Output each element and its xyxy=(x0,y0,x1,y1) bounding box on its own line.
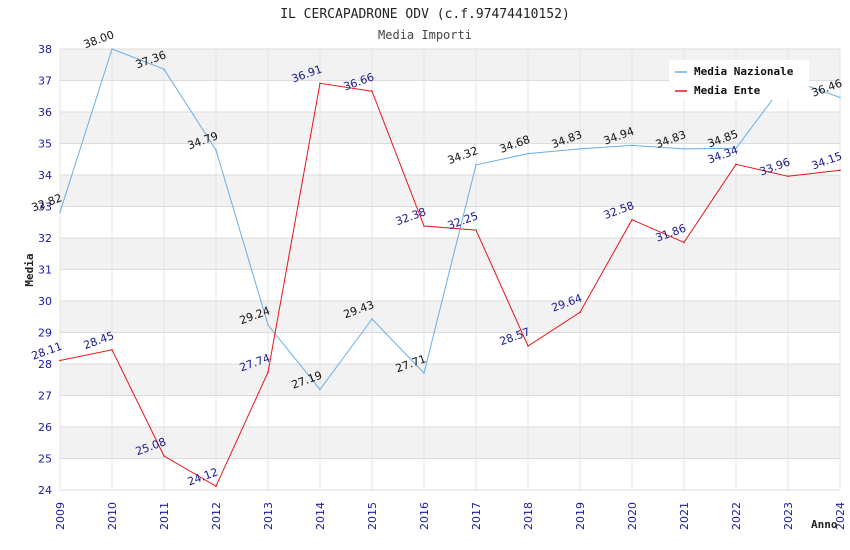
point-media-ente xyxy=(839,169,841,172)
point-media-ente xyxy=(423,225,425,227)
x-tick-label: 2012 xyxy=(210,502,223,530)
point-media-nazionale xyxy=(319,388,321,391)
point-media-ente xyxy=(215,485,217,488)
x-tick-label: 2020 xyxy=(626,502,639,530)
point-media-nazionale xyxy=(111,48,113,50)
line-media-ente xyxy=(59,82,841,487)
point-media-nazionale xyxy=(59,211,61,213)
point-media-ente xyxy=(163,455,165,457)
x-tick-label: 2023 xyxy=(782,502,795,530)
y-tick-label: 38 xyxy=(38,43,52,56)
point-media-nazionale xyxy=(579,148,581,150)
point-media-ente xyxy=(579,311,581,314)
point-media-ente xyxy=(683,241,685,244)
line-media-nazionale xyxy=(59,48,841,391)
point-media-nazionale xyxy=(735,147,737,150)
y-tick-label: 35 xyxy=(38,138,52,151)
plot-background xyxy=(60,49,840,490)
x-tick-label: 2024 xyxy=(834,502,847,530)
x-tick-label: 2019 xyxy=(574,502,587,530)
y-tick-label: 32 xyxy=(38,232,52,245)
x-tick-label: 2017 xyxy=(470,502,483,530)
x-tick-label: 2009 xyxy=(54,502,67,530)
x-tick-label: 2013 xyxy=(262,502,275,530)
point-media-ente xyxy=(527,345,529,347)
point-media-nazionale xyxy=(163,68,165,70)
x-tick-label: 2015 xyxy=(366,502,379,530)
x-tick-label: 2010 xyxy=(106,502,119,530)
y-tick-label: 27 xyxy=(38,390,52,403)
x-tick-label: 2022 xyxy=(730,502,743,530)
legend-label-media-nazionale: Media Nazionale xyxy=(694,65,794,78)
y-axis-label: Media xyxy=(23,253,36,286)
point-media-ente xyxy=(787,175,789,178)
point-media-ente xyxy=(267,371,269,373)
legend: Media Nazionale Media Ente xyxy=(669,60,809,100)
grid-band xyxy=(60,427,840,459)
point-media-ente xyxy=(475,229,477,231)
point-media-nazionale xyxy=(475,164,477,166)
point-media-nazionale xyxy=(371,318,373,320)
grid-band xyxy=(60,269,840,301)
y-tick-label: 37 xyxy=(38,75,52,88)
x-tick-label: 2021 xyxy=(678,502,691,530)
x-tick-label: 2014 xyxy=(314,502,327,530)
point-media-nazionale xyxy=(683,148,685,150)
point-media-nazionale xyxy=(423,372,425,374)
y-tick-label: 34 xyxy=(38,169,52,182)
grid-band xyxy=(60,332,840,364)
grid-band xyxy=(60,301,840,333)
y-tick-label: 28 xyxy=(38,358,52,371)
point-media-nazionale xyxy=(839,96,841,99)
point-media-nazionale xyxy=(267,324,269,326)
point-media-ente xyxy=(319,82,321,85)
x-axis-label: Anno xyxy=(811,518,838,531)
series-media-ente xyxy=(59,82,841,488)
point-media-nazionale xyxy=(527,152,529,155)
grid-band xyxy=(60,238,840,270)
y-tick-label: 31 xyxy=(38,264,52,277)
y-tick-label: 36 xyxy=(38,106,52,119)
grid-band xyxy=(60,458,840,490)
grid-band xyxy=(60,175,840,207)
y-tick-label: 25 xyxy=(38,453,52,466)
y-tick-label: 24 xyxy=(38,484,52,497)
x-tick-label: 2011 xyxy=(158,502,171,530)
chart-subtitle: Media Importi xyxy=(378,28,472,42)
point-media-ente xyxy=(59,359,61,362)
data-label-media-nazionale: 38.00 xyxy=(82,28,116,51)
y-tick-label: 26 xyxy=(38,421,52,434)
point-media-ente xyxy=(631,218,633,221)
y-tick-label: 29 xyxy=(38,327,52,340)
chart-title: IL CERCAPADRONE ODV (c.f.97474410152) xyxy=(280,7,570,22)
grid-band xyxy=(60,112,840,144)
point-media-ente xyxy=(111,349,113,351)
grid-band xyxy=(60,364,840,396)
point-media-ente xyxy=(371,90,373,93)
point-media-nazionale xyxy=(215,149,217,151)
y-tick-label: 30 xyxy=(38,295,52,308)
x-tick-label: 2016 xyxy=(418,502,431,530)
point-media-nazionale xyxy=(631,144,633,147)
point-media-ente xyxy=(735,163,737,166)
legend-box xyxy=(669,60,809,100)
y-axis-ticks: 24 25 26 27 28 29 30 31 32 33 34 35 36 37 38 xyxy=(38,43,52,497)
legend-label-media-ente: Media Ente xyxy=(694,84,761,97)
grid-band xyxy=(60,395,840,427)
x-tick-label: 2018 xyxy=(522,502,535,530)
x-axis-ticks: 2009 2010 2011 2012 2013 2014 2015 2016 2017 2018… xyxy=(54,502,847,530)
grid-band xyxy=(60,206,840,238)
y-tick-label: 33 xyxy=(38,201,52,214)
